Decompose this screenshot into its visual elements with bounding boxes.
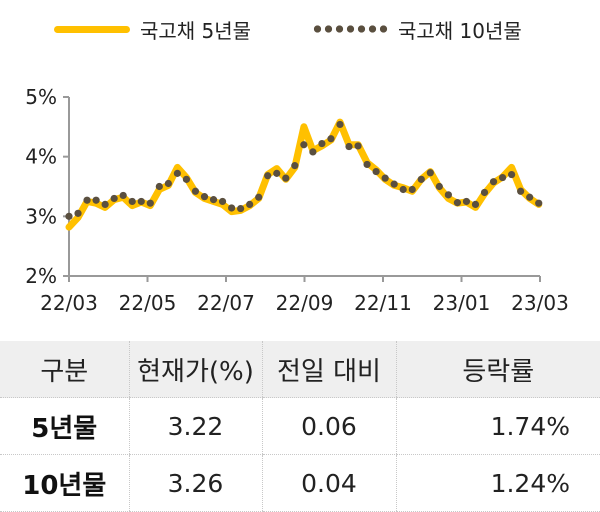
legend-line-swatch (54, 25, 130, 33)
table-header-row: 구분 현재가(%) 전일 대비 등락률 (0, 341, 600, 398)
series-10y-point (300, 141, 308, 149)
series-10y-point (218, 197, 227, 206)
series-10y-point (345, 142, 353, 151)
series-layer (65, 118, 543, 231)
series-10y-point (309, 148, 317, 156)
row-label: 5년물 (0, 397, 129, 455)
series-10y-point (264, 172, 272, 180)
series-10y-point (128, 197, 136, 206)
series-10y-point (489, 178, 498, 186)
series-10y-point (173, 169, 181, 177)
series-10y-point (74, 209, 82, 217)
series-10y-point (101, 200, 109, 208)
header-change: 전일 대비 (261, 341, 396, 398)
x-tick-label: 22/11 (354, 291, 412, 315)
current-value: 3.22 (128, 397, 262, 455)
series-10y-point (237, 204, 245, 213)
yield-table: 구분 현재가(%) 전일 대비 등락률 5년물 3.22 0.06 1.74% … (0, 341, 600, 512)
series-10y-point (291, 162, 299, 170)
series-10y-point (336, 120, 344, 129)
series-10y-point (444, 191, 452, 199)
y-tick-label: 4% (25, 145, 57, 169)
series-10y-point (182, 175, 191, 183)
change-value: 0.04 (261, 454, 396, 512)
series-10y-point (526, 193, 534, 201)
rate-value: 1.24% (395, 454, 600, 512)
series-10y-point (146, 199, 154, 207)
series-10y-point (200, 193, 209, 201)
series-10y-point (372, 167, 380, 176)
header-rate: 등락률 (395, 341, 600, 398)
header-current: 현재가(%) (128, 341, 262, 398)
y-tick-label: 5% (25, 85, 57, 109)
series-5y-line (65, 118, 543, 231)
x-tick-label: 23/03 (511, 291, 569, 315)
series-10y-point (273, 169, 281, 177)
change-value: 0.06 (261, 397, 396, 455)
series-10y-point (209, 196, 218, 204)
series-10y-point (498, 173, 507, 182)
legend-label-10y: 국고채 10년물 (398, 18, 522, 43)
table-row: 5년물 3.22 0.06 1.74% (0, 397, 600, 455)
series-10y-point (83, 196, 91, 204)
x-tick-label: 23/01 (433, 291, 491, 315)
series-10y-point (408, 185, 416, 194)
y-tick-label: 2% (25, 264, 57, 288)
legend-label-5y: 국고채 5년물 (140, 18, 252, 43)
row-label: 10년물 (0, 454, 129, 512)
x-tick-label: 22/09 (276, 291, 334, 315)
series-10y-point (363, 160, 371, 169)
series-10y-point (508, 170, 516, 179)
legend-dot-swatch (312, 25, 388, 33)
series-10y-point (164, 179, 172, 188)
y-tick-label: 3% (25, 204, 57, 228)
series-10y-point (92, 196, 100, 204)
series-10y-point (119, 191, 127, 200)
series-10y-point (417, 175, 425, 183)
series-10y-point (426, 169, 434, 177)
series-10y-point (137, 197, 145, 206)
rate-value: 1.74% (395, 397, 600, 455)
axes: 2% 3% 4% 5% 22/03 22/05 22/07 22/09 22/11 23/01 23… (25, 85, 569, 315)
series-10y-point (65, 212, 73, 220)
legend-10y: 국고채 10년물 (312, 14, 522, 44)
series-10y-point (354, 142, 362, 150)
x-tick-label: 22/05 (119, 291, 177, 315)
series-10y-point (318, 139, 326, 148)
series-10y-point (517, 187, 525, 195)
series-10y-point (462, 197, 471, 206)
series-10y-point (535, 199, 543, 207)
series-10y-point (110, 194, 118, 203)
series-10y-point (255, 193, 263, 201)
series-10y-point (435, 182, 443, 191)
series-10y-point (155, 182, 163, 191)
series-10y-point (246, 200, 254, 208)
series-10y-point (453, 199, 462, 207)
x-tick-label: 22/07 (197, 291, 255, 315)
series-10y-point (399, 185, 407, 194)
series-10y-point (327, 135, 335, 143)
series-10y-point (381, 174, 389, 182)
series-10y-point (390, 180, 398, 188)
table-row: 10년물 3.26 0.04 1.24% (0, 454, 600, 512)
series-10y-point (191, 187, 200, 195)
series-10y-point (282, 174, 290, 182)
header-category: 구분 (0, 341, 129, 398)
series-10y-point (480, 188, 489, 197)
yield-line-chart: 2% 3% 4% 5% 22/03 22/05 22/07 22/09 22/11 23/01 23… (25, 85, 569, 315)
current-value: 3.26 (128, 454, 262, 512)
x-tick-label: 22/03 (40, 291, 98, 315)
series-10y-point (227, 204, 236, 212)
series-10y-point (471, 200, 480, 208)
legend-5y: 국고채 5년물 (54, 14, 251, 44)
